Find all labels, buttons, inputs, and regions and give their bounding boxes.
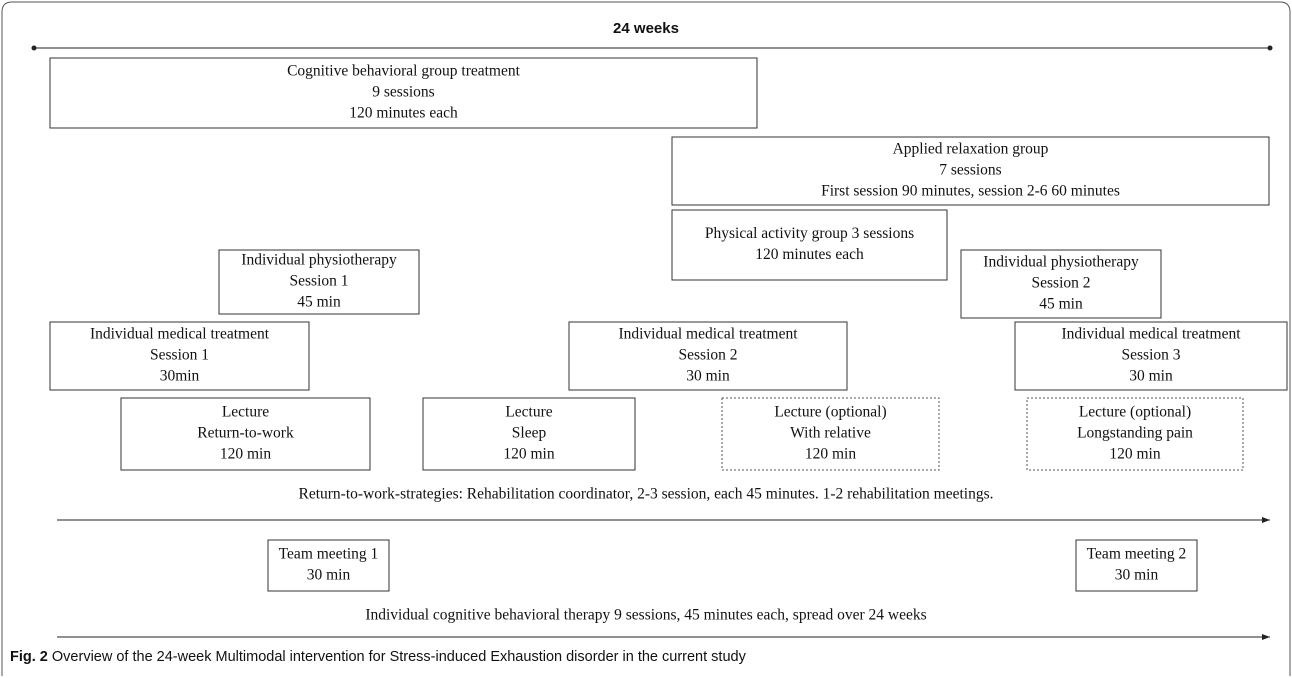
box bbox=[49, 321, 310, 391]
timeline-end bbox=[1267, 45, 1273, 51]
box-line: Lecture bbox=[505, 404, 552, 421]
box-line: Return-to-work bbox=[197, 425, 294, 442]
box bbox=[671, 136, 1270, 206]
timeline-title: 24 weeks bbox=[613, 20, 679, 37]
box bbox=[218, 249, 420, 315]
box-line: 120 minutes each bbox=[755, 246, 864, 263]
box bbox=[120, 397, 371, 471]
box bbox=[49, 57, 758, 129]
box-line: 30 min bbox=[1115, 567, 1159, 584]
box bbox=[267, 539, 390, 592]
box-line: Individual medical treatment bbox=[1061, 326, 1241, 343]
box bbox=[568, 321, 848, 391]
box-line: Session 2 bbox=[679, 347, 738, 364]
box-line: Team meeting 1 bbox=[279, 546, 379, 563]
strategy-text: Individual cognitive behavioral therapy … bbox=[365, 607, 926, 624]
box-line: Lecture bbox=[222, 404, 269, 421]
box-line: 120 min bbox=[220, 446, 271, 463]
box bbox=[422, 397, 636, 471]
box-line: 30 min bbox=[686, 368, 730, 385]
box-line: Session 1 bbox=[290, 273, 349, 290]
box-line: 30 min bbox=[1129, 368, 1173, 385]
box-line: 120 min bbox=[1109, 446, 1160, 463]
box-line: 7 sessions bbox=[939, 162, 1001, 179]
box-line: Individual physiotherapy bbox=[983, 254, 1139, 271]
strategy-text: Return-to-work-strategies: Rehabilitatio… bbox=[299, 486, 994, 503]
box bbox=[960, 249, 1162, 319]
box-line: First session 90 minutes, session 2-6 60… bbox=[821, 183, 1120, 200]
box-line: 120 min bbox=[503, 446, 554, 463]
box bbox=[1026, 397, 1244, 471]
box bbox=[1075, 539, 1198, 592]
box bbox=[1014, 321, 1288, 391]
box bbox=[721, 397, 940, 471]
box-line: Applied relaxation group bbox=[893, 141, 1049, 158]
box-line: Individual medical treatment bbox=[90, 326, 270, 343]
box-line: With relative bbox=[790, 425, 871, 442]
box-line: 120 minutes each bbox=[349, 105, 458, 122]
box-line: Lecture (optional) bbox=[774, 404, 886, 421]
box-line: Longstanding pain bbox=[1077, 425, 1193, 442]
box-line: Session 2 bbox=[1032, 275, 1091, 292]
box-line: 120 min bbox=[805, 446, 856, 463]
box-line: Lecture (optional) bbox=[1079, 404, 1191, 421]
box-line: 9 sessions bbox=[372, 84, 434, 101]
box-line: Team meeting 2 bbox=[1087, 546, 1187, 563]
box-line: 30min bbox=[160, 368, 200, 385]
caption: Fig. 2 Overview of the 24-week Multimoda… bbox=[10, 649, 747, 665]
box-line: Sleep bbox=[512, 425, 547, 442]
box-line: Session 1 bbox=[150, 347, 209, 364]
box bbox=[671, 209, 948, 281]
caption-label: Fig. 2 bbox=[10, 649, 48, 665]
box-line: Session 3 bbox=[1122, 347, 1181, 364]
box-line: 45 min bbox=[1039, 296, 1083, 313]
box-line: Cognitive behavioral group treatment bbox=[287, 63, 521, 80]
box-line: Individual medical treatment bbox=[618, 326, 798, 343]
box-line: 30 min bbox=[307, 567, 351, 584]
timeline-start bbox=[31, 45, 37, 51]
box-line: Physical activity group 3 sessions bbox=[705, 225, 914, 242]
box-line: 45 min bbox=[297, 294, 341, 311]
caption-text: Overview of the 24-week Multimodal inter… bbox=[52, 649, 747, 665]
box-line: Individual physiotherapy bbox=[241, 252, 397, 269]
